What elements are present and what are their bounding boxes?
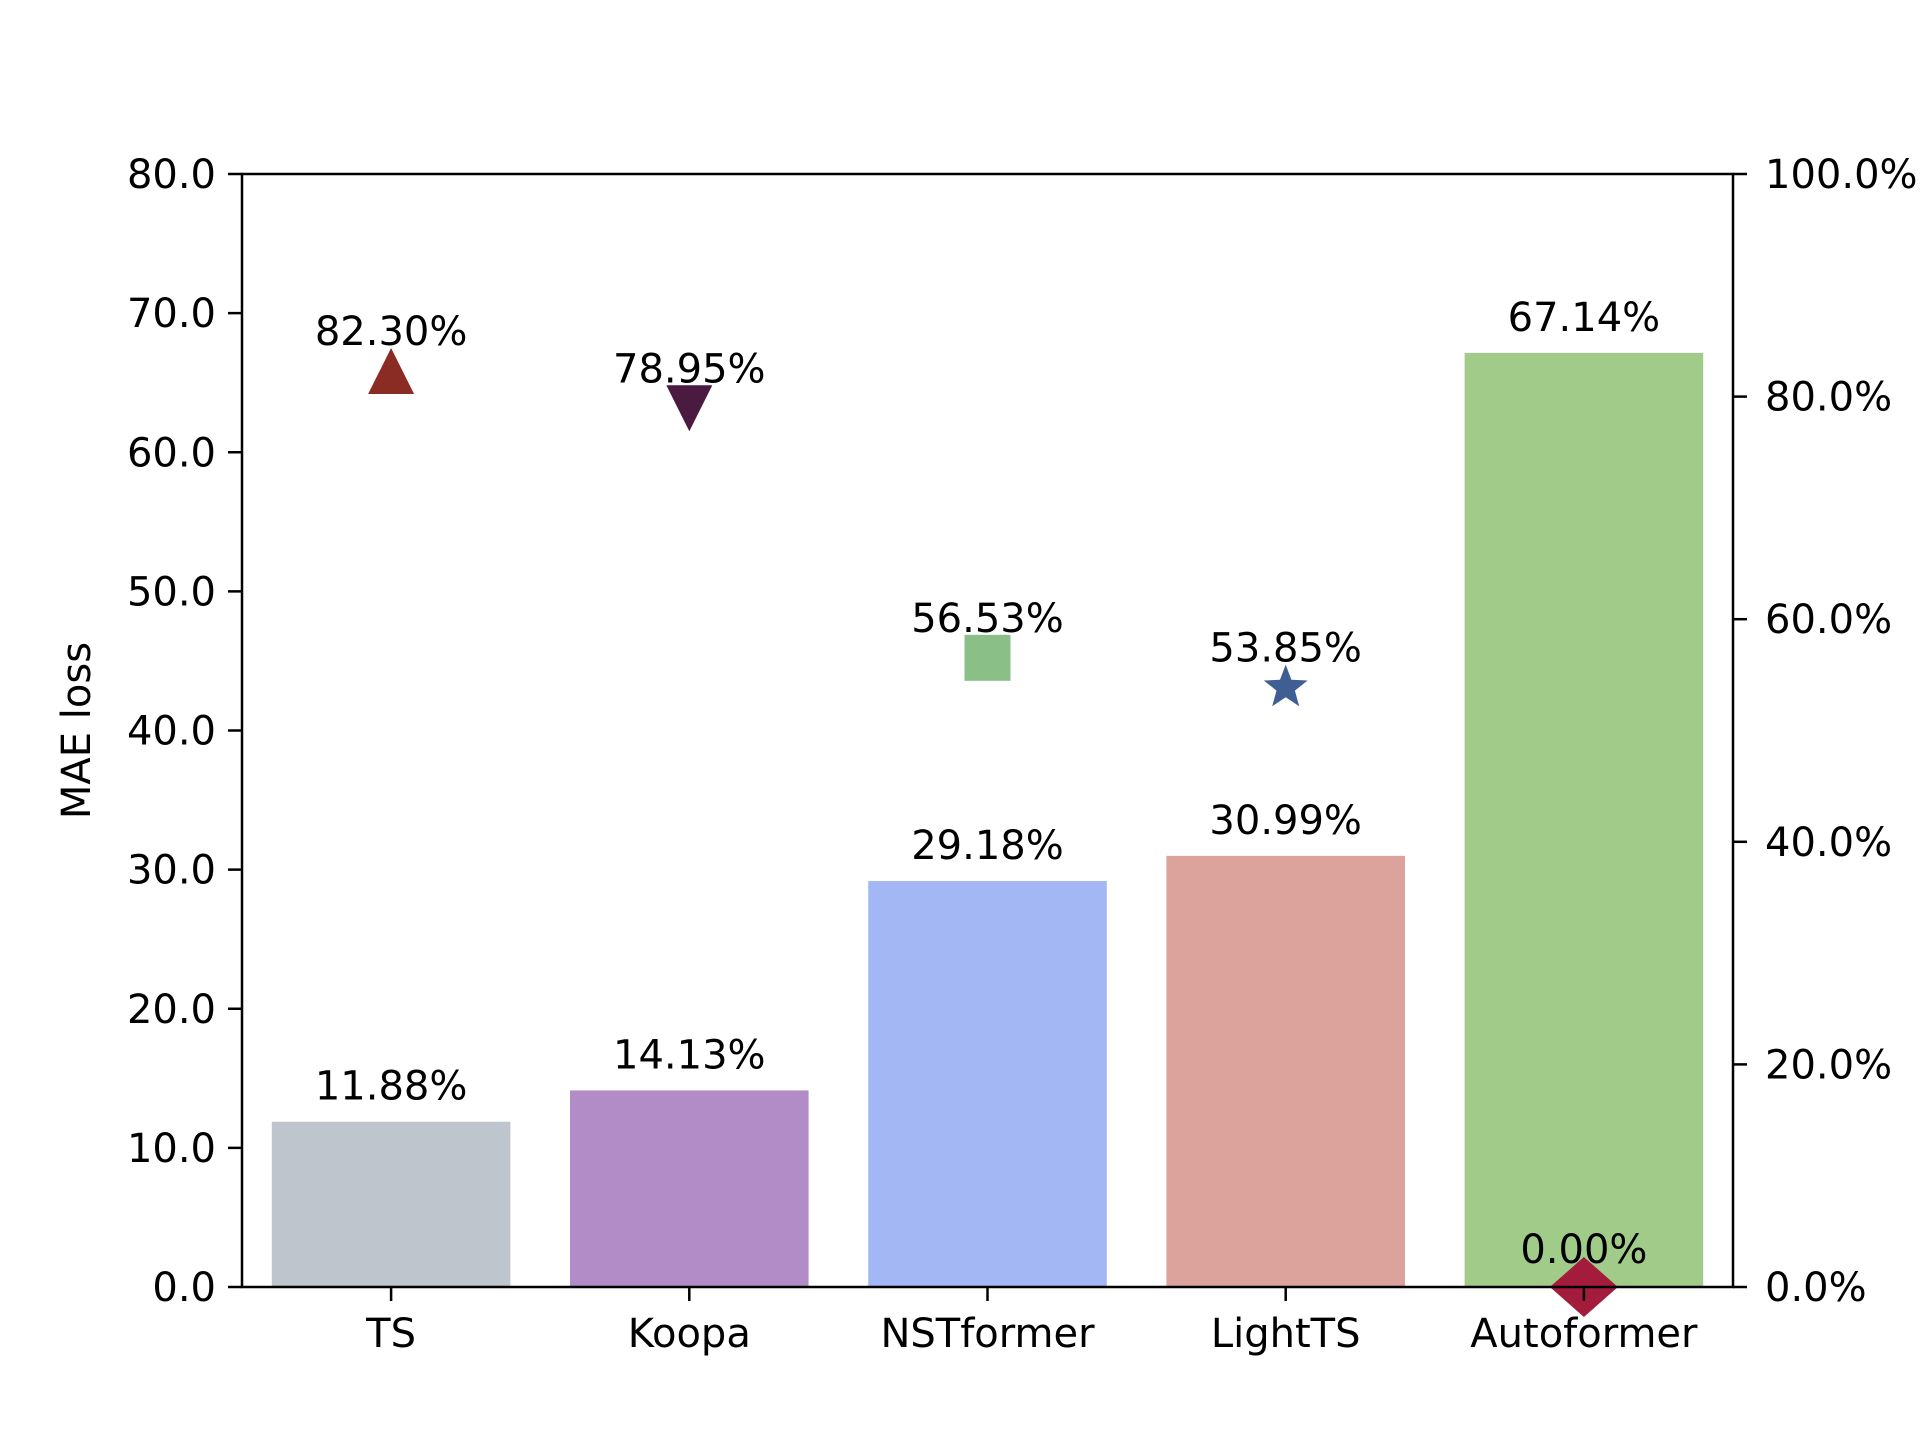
y-tick-label: 60.0 [127, 430, 216, 476]
x-axis: TS Koopa NSTformer LightTS Autoformer [365, 1287, 1698, 1357]
marker-nstformer [964, 634, 1011, 681]
x-tick-label: NSTformer [880, 1311, 1095, 1357]
bar-value-label: 67.14% [1508, 295, 1661, 341]
marker-lightts [1263, 664, 1308, 707]
y2-tick-label: 60.0% [1765, 597, 1892, 643]
bars-layer [271, 352, 1704, 1287]
y-tick-label: 40.0 [127, 709, 216, 755]
bar-koopa [570, 1090, 809, 1287]
x-tick-label: TS [365, 1311, 416, 1357]
marker-ts [368, 348, 415, 395]
y2-tick-label: 80.0% [1765, 375, 1892, 421]
marker-koopa [666, 385, 713, 432]
bar-value-label: 14.13% [613, 1032, 766, 1078]
marker-value-label: 0.00% [1520, 1227, 1647, 1273]
y2-tick-label: 40.0% [1765, 820, 1892, 866]
y-tick-label: 0.0 [152, 1265, 216, 1311]
y-tick-label: 10.0 [127, 1126, 216, 1172]
y-tick-label: 20.0 [127, 987, 216, 1033]
marker-value-label: 56.53% [911, 596, 1064, 642]
bar-nstformer [868, 881, 1107, 1287]
bar-value-label: 11.88% [315, 1064, 468, 1110]
y2-tick-label: 100.0% [1765, 152, 1918, 198]
x-tick-label: LightTS [1211, 1311, 1361, 1357]
x-tick-label: Autoformer [1470, 1311, 1698, 1357]
bar-autoformer [1464, 352, 1704, 1287]
y-axis-title: MAE loss [54, 642, 100, 819]
y2-tick-label: 20.0% [1765, 1042, 1892, 1088]
bar-value-label: 30.99% [1209, 798, 1362, 844]
marker-value-label: 53.85% [1209, 626, 1362, 672]
marker-value-label: 78.95% [613, 346, 766, 392]
bar-ts [271, 1121, 511, 1287]
marker-value-label: 82.30% [315, 309, 468, 355]
bar-value-label: 29.18% [911, 823, 1064, 869]
y-tick-label: 80.0 [127, 152, 216, 198]
y-tick-label: 30.0 [127, 848, 216, 894]
y2-tick-label: 0.0% [1765, 1265, 1867, 1311]
left-y-axis: 0.0 10.0 20.0 30.0 40.0 50.0 60.0 70.0 80.0 [127, 152, 242, 1311]
data-labels-layer: 11.88% 14.13% 29.18% 30.99% 67.14% 82.30% 78.9… [315, 295, 1660, 1273]
bar-lightts [1166, 855, 1405, 1287]
x-tick-label: Koopa [628, 1311, 751, 1357]
y-tick-label: 50.0 [127, 569, 216, 615]
y-tick-label: 70.0 [127, 291, 216, 337]
right-y-axis: 0.0% 20.0% 40.0% 60.0% 80.0% 100.0% [1733, 152, 1918, 1311]
